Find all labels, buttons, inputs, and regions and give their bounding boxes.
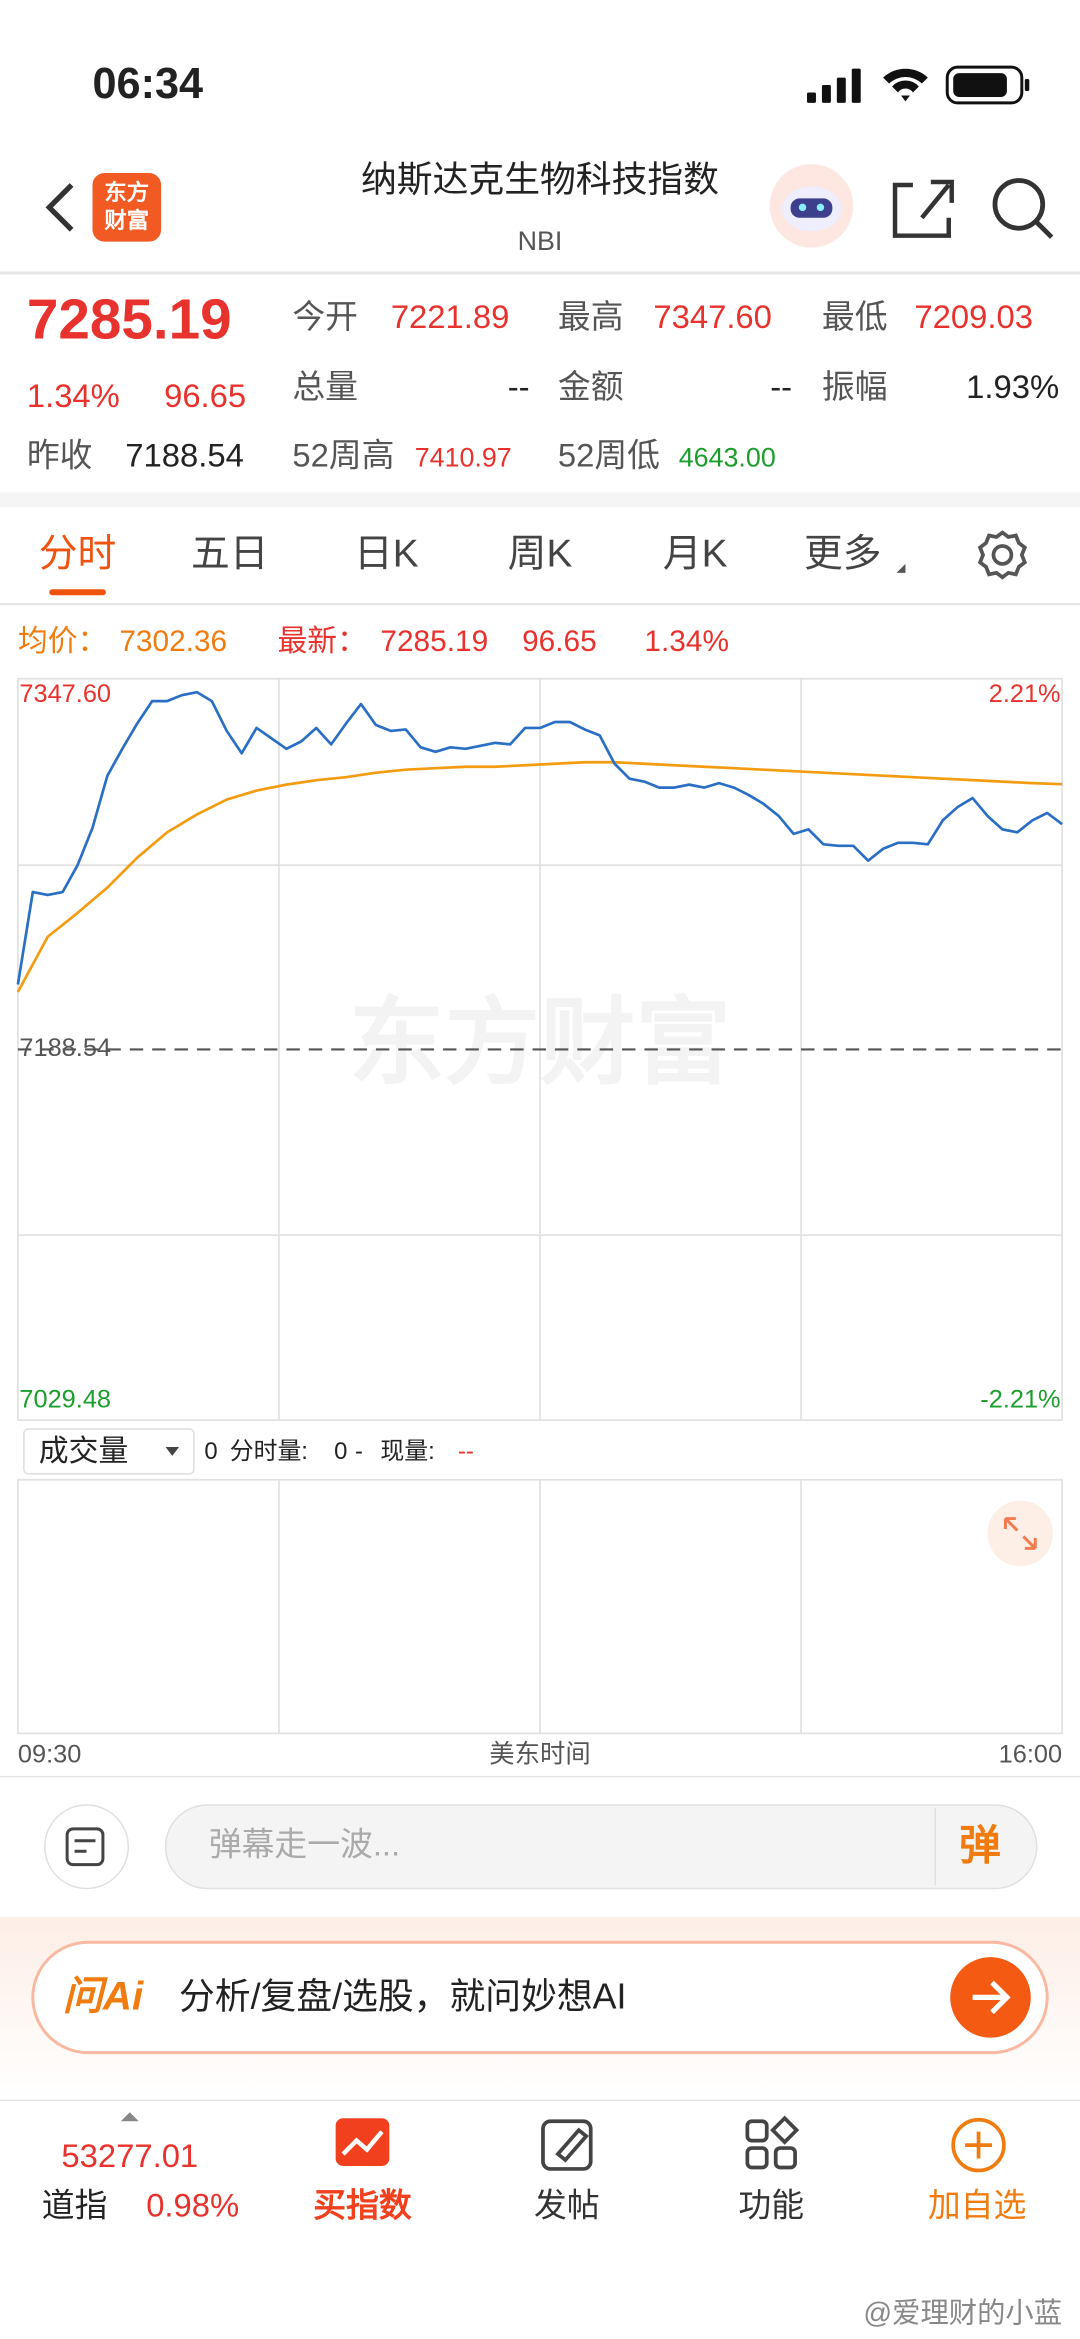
volume-label: 现量:: [380, 1438, 434, 1465]
tab[interactable]: 日K: [354, 533, 419, 576]
x-end-label: 16:00: [999, 1740, 1062, 1768]
nav-item[interactable]: 买指数: [313, 2186, 412, 2223]
ai-input[interactable]: [31, 1940, 1049, 2055]
stat-label: 最低: [822, 298, 888, 335]
volume-selector-label: 成交量: [39, 1435, 128, 1468]
avg-price-line: [16, 760, 1063, 993]
logo-text: 东方: [104, 179, 149, 205]
stat-value: 1.93%: [966, 368, 1059, 405]
volume-value: --: [458, 1438, 474, 1465]
latest-change: 96.65: [522, 625, 597, 658]
tab[interactable]: 月K: [663, 533, 728, 576]
nav-item[interactable]: 发帖: [534, 2186, 600, 2223]
expand-caret: [120, 2112, 139, 2122]
comment-placeholder: 弹幕走一波...: [209, 1825, 400, 1862]
ai-send-button[interactable]: [950, 1957, 1031, 2038]
index-value: 53277.01: [61, 2137, 198, 2174]
latest-value: 7285.19: [380, 625, 488, 658]
stat-label: 最高: [558, 298, 624, 335]
latest-change-pct: 1.34%: [644, 625, 729, 658]
volume-value: 0: [334, 1438, 347, 1465]
stat-value: 7221.89: [391, 298, 510, 335]
change: 96.65: [164, 377, 246, 414]
tab[interactable]: 五日: [191, 533, 269, 576]
avg-value: 7302.36: [119, 625, 227, 658]
volume-value: 0: [204, 1438, 217, 1465]
x-start-label: 09:30: [18, 1740, 81, 1768]
stat-value: --: [770, 368, 792, 405]
period-tabs: 分时 五日 日K 周K 月K 更多: [39, 533, 882, 576]
y-tick-label: 7347.60: [19, 680, 111, 708]
section-gap: [0, 492, 1080, 508]
y2-tick-label: 2.21%: [989, 680, 1061, 708]
assistant-avatar[interactable]: [769, 164, 854, 248]
index-name: 道指: [42, 2186, 108, 2223]
stat-label: 52周低: [558, 437, 660, 474]
app-logo[interactable]: [92, 173, 162, 242]
dropdown-caret: [165, 1446, 180, 1456]
stat-value: 7209.03: [914, 298, 1033, 335]
search-button[interactable]: [992, 178, 1054, 239]
stat-label: 52周高: [292, 437, 394, 474]
stat-value: 7347.60: [653, 298, 772, 335]
weibo-watermark: @爱理财的小蓝: [863, 2298, 1062, 2330]
quote-stats: 今开 7221.89 最高 7347.60 最低 7209.03 总量 -- 金额 -- 振幅 1.9…: [27, 298, 1059, 474]
stat-value: 4643.00: [679, 443, 776, 473]
tab[interactable]: 更多: [804, 533, 882, 576]
status-time: 06:34: [92, 60, 203, 108]
stat-value: 7410.97: [415, 443, 512, 473]
bottom-nav: 买指数 发帖 功能 加自选: [313, 2186, 1026, 2223]
index-change: 0.98%: [146, 2186, 239, 2223]
back-button[interactable]: [45, 183, 74, 232]
post-icon: [541, 2119, 593, 2171]
y2-tick-label: -2.21%: [980, 1385, 1060, 1413]
stat-label: 昨收: [27, 437, 93, 474]
tab[interactable]: 周K: [508, 533, 573, 576]
volume-selector[interactable]: [23, 1428, 195, 1475]
volume-label: 分时量:: [230, 1438, 308, 1465]
tab-indicator: [49, 589, 106, 596]
chart-watermark: 东方财富: [349, 990, 731, 1096]
x-axis-label: 美东时间: [489, 1740, 590, 1768]
add-watchlist-icon: [951, 2117, 1006, 2173]
price-chart: 7347.60 7188.54 7029.48 2.21% -2.21%: [16, 680, 1063, 1413]
tab[interactable]: 分时: [39, 533, 117, 576]
expand-button[interactable]: [987, 1500, 1054, 1567]
stat-label: 振幅: [822, 368, 888, 405]
stat-value: 7188.54: [125, 437, 244, 474]
ai-prompt: 分析/复盘/选股，就问妙想AI: [179, 1976, 626, 2016]
nav-item[interactable]: 加自选: [928, 2186, 1026, 2223]
comment-input[interactable]: [164, 1804, 1038, 1890]
stat-label: 今开: [292, 298, 358, 335]
stat-value: --: [508, 368, 530, 405]
price-line: [16, 690, 1063, 985]
logo-text: 财富: [104, 207, 149, 233]
chart-frame: [17, 677, 1063, 1422]
share-button[interactable]: [892, 179, 954, 238]
buy-index-icon: [335, 2118, 390, 2166]
ai-brand: 问Ai: [63, 1974, 144, 2019]
settings-button[interactable]: [977, 530, 1028, 580]
avg-label: 均价：: [18, 625, 107, 658]
page-title: 纳斯达克生物科技指数: [361, 159, 719, 199]
nav-item[interactable]: 功能: [738, 2186, 804, 2223]
danmaku-button[interactable]: 弹: [959, 1821, 1001, 1868]
y-tick-label: 7188.54: [19, 1034, 111, 1062]
comment-list-button[interactable]: [44, 1804, 130, 1890]
last-price: 7285.19: [27, 289, 232, 352]
latest-label: 最新：: [277, 625, 366, 658]
volume-frame: [17, 1478, 1063, 1735]
more-caret: [896, 563, 906, 573]
change-pct: 1.34%: [27, 377, 120, 414]
stat-label: 金额: [558, 368, 624, 405]
page-subtitle: NBI: [518, 226, 563, 256]
y-tick-label: 7029.48: [19, 1385, 111, 1413]
function-icon: [745, 2115, 800, 2170]
stat-label: 总量: [292, 368, 358, 405]
volume-sep: -: [355, 1438, 363, 1465]
status-icons: [807, 65, 1030, 105]
